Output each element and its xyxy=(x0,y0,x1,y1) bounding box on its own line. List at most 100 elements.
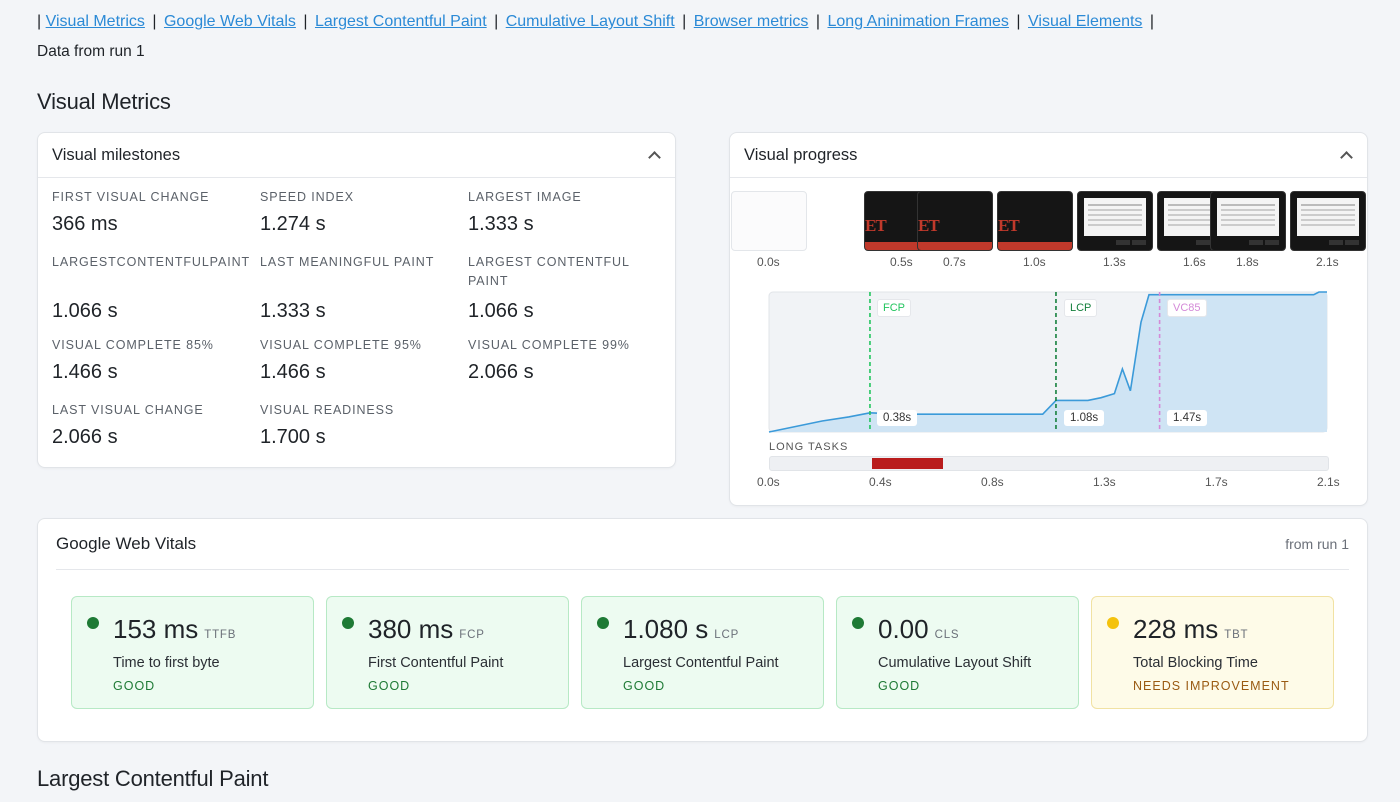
marker-tag-vc85: VC85 xyxy=(1167,299,1207,317)
visual-progress-chart xyxy=(768,291,1328,433)
filmstrip-frame[interactable] xyxy=(1290,191,1366,251)
milestone-value: 2.066 s xyxy=(468,361,534,383)
marker-tag-fcp: FCP xyxy=(877,299,911,317)
nav-separator: | xyxy=(682,13,687,30)
filmstrip-frame[interactable] xyxy=(1210,191,1286,251)
filmstrip-frame[interactable] xyxy=(1077,191,1153,251)
milestone-label: FIRST VISUAL CHANGE xyxy=(52,190,210,204)
filmstrip-time: 2.1s xyxy=(1316,255,1339,269)
vital-status: NEEDS IMPROVEMENT xyxy=(1133,679,1290,693)
collapse-chevron-icon[interactable] xyxy=(647,148,661,162)
filmstrip-time: 1.8s xyxy=(1236,255,1259,269)
filmstrip-time: 0.5s xyxy=(890,255,913,269)
milestone-label: SPEED INDEX xyxy=(260,190,354,204)
long-tasks-track xyxy=(769,456,1329,471)
visual-milestones-card: Visual milestones FIRST VISUAL CHANGE 36… xyxy=(37,132,676,468)
milestone-label: LARGEST CONTENTFUL PAINT xyxy=(468,255,630,288)
visual-progress-title: Visual progress xyxy=(744,145,858,164)
long-task-bar[interactable] xyxy=(871,458,944,469)
milestone-value: 1.333 s xyxy=(468,213,534,235)
collapse-chevron-icon[interactable] xyxy=(1339,148,1353,162)
status-dot-icon xyxy=(852,617,864,629)
axis-tick: 2.1s xyxy=(1317,475,1340,489)
milestone-item: LAST VISUAL CHANGE 2.066 s xyxy=(52,401,252,449)
milestone-item: SPEED INDEX 1.274 s xyxy=(260,188,460,236)
nav-link-largest-contentful-paint[interactable]: Largest Contentful Paint xyxy=(314,13,487,30)
milestone-value: 1.333 s xyxy=(260,300,326,322)
vital-value: 228 ms xyxy=(1133,614,1219,644)
vital-lcp: 1.080 s LCP Largest Contentful Paint GOOD xyxy=(581,596,824,709)
visual-milestones-header[interactable]: Visual milestones xyxy=(38,133,675,178)
vital-tbt: 228 ms TBT Total Blocking Time NEEDS IMPR… xyxy=(1091,596,1334,709)
milestone-label: VISUAL COMPLETE 85% xyxy=(52,338,214,352)
vital-value: 1.080 s xyxy=(623,614,709,644)
milestone-label: VISUAL COMPLETE 95% xyxy=(260,338,422,352)
nav-separator: | xyxy=(303,13,308,30)
axis-tick: 0.8s xyxy=(981,475,1004,489)
milestone-item: VISUAL COMPLETE 99% 2.066 s xyxy=(468,336,668,384)
axis-tick: 1.3s xyxy=(1093,475,1116,489)
milestone-item: LARGEST IMAGE 1.333 s xyxy=(468,188,668,236)
vital-value-wrap: 1.080 s LCP xyxy=(623,614,739,645)
milestone-value: 1.466 s xyxy=(260,361,326,383)
milestone-value: 1.066 s xyxy=(468,300,534,322)
filmstrip-frame[interactable]: ET xyxy=(997,191,1073,251)
vital-value: 0.00 xyxy=(878,614,929,644)
vital-value: 153 ms xyxy=(113,614,199,644)
vital-status: GOOD xyxy=(878,679,921,693)
vital-status: GOOD xyxy=(623,679,666,693)
nav-link-browser-metrics[interactable]: Browser metrics xyxy=(693,13,809,30)
vital-name: Cumulative Layout Shift xyxy=(878,655,1032,671)
vital-name: Largest Contentful Paint xyxy=(623,655,779,671)
nav-link-visual-metrics[interactable]: Visual Metrics xyxy=(45,13,145,30)
long-tasks-label: LONG TASKS xyxy=(769,441,849,453)
milestone-item: VISUAL READINESS 1.700 s xyxy=(260,401,460,449)
run-info: Data from run 1 xyxy=(37,43,145,60)
nav-separator: | xyxy=(815,13,821,30)
filmstrip-frame[interactable]: ET xyxy=(917,191,993,251)
milestone-value: 1.700 s xyxy=(260,426,326,448)
milestone-item: LARGESTCONTENTFULPAINT 1.066 s xyxy=(52,253,252,322)
vital-name: Total Blocking Time xyxy=(1133,655,1258,671)
vital-status: GOOD xyxy=(113,679,156,693)
filmstrip-time: 0.7s xyxy=(943,255,966,269)
vital-abbr: TBT xyxy=(1224,629,1249,641)
status-dot-icon xyxy=(597,617,609,629)
marker-tag-lcp: LCP xyxy=(1064,299,1098,317)
milestone-label: VISUAL READINESS xyxy=(260,403,395,417)
milestone-label: VISUAL COMPLETE 99% xyxy=(468,338,630,352)
milestone-value: 1.066 s xyxy=(52,300,118,322)
status-dot-icon xyxy=(342,617,354,629)
vital-value-wrap: 153 ms TTFB xyxy=(113,614,236,645)
milestone-label: LARGESTCONTENTFULPAINT xyxy=(52,255,251,269)
vital-cls: 0.00 CLS Cumulative Layout Shift GOOD xyxy=(836,596,1079,709)
axis-tick: 0.4s xyxy=(869,475,892,489)
milestone-value: 366 ms xyxy=(52,213,118,235)
vital-status: GOOD xyxy=(368,679,411,693)
status-dot-icon xyxy=(1107,617,1119,629)
milestone-label: LARGEST IMAGE xyxy=(468,190,582,204)
vital-fcp: 380 ms FCP First Contentful Paint GOOD xyxy=(326,596,569,709)
nav-separator: | xyxy=(37,13,42,30)
milestone-item: VISUAL COMPLETE 95% 1.466 s xyxy=(260,336,460,384)
milestone-item: VISUAL COMPLETE 85% 1.466 s xyxy=(52,336,252,384)
web-vitals-header: Google Web Vitals from run 1 xyxy=(56,519,1349,570)
section-title-largest-contentful-paint: Largest Contentful Paint xyxy=(37,766,269,791)
nav-link-google-web-vitals[interactable]: Google Web Vitals xyxy=(163,13,296,30)
axis-tick: 1.7s xyxy=(1205,475,1228,489)
nav-link-long-animation-frames[interactable]: Long Aninimation Frames xyxy=(827,13,1009,30)
filmstrip-time: 1.3s xyxy=(1103,255,1126,269)
milestone-item: LAST MEANINGFUL PAINT 1.333 s xyxy=(260,253,460,322)
nav-link-visual-elements[interactable]: Visual Elements xyxy=(1028,13,1143,30)
nav-link-cumulative-layout-shift[interactable]: Cumulative Layout Shift xyxy=(505,13,675,30)
visual-progress-header[interactable]: Visual progress xyxy=(730,133,1367,178)
status-dot-icon xyxy=(87,617,99,629)
visual-milestones-title: Visual milestones xyxy=(52,145,181,164)
web-vitals-title: Google Web Vitals xyxy=(56,534,197,553)
milestone-item: LARGEST CONTENTFUL PAINT 1.066 s xyxy=(468,253,638,322)
milestone-value: 1.466 s xyxy=(52,361,118,383)
visual-progress-card: Visual progress ET ET ET 0.0s 0.5s 0.7s … xyxy=(729,132,1368,506)
milestone-value: 1.274 s xyxy=(260,213,326,235)
web-vitals-run: from run 1 xyxy=(1285,536,1349,552)
filmstrip-frame[interactable] xyxy=(731,191,807,251)
